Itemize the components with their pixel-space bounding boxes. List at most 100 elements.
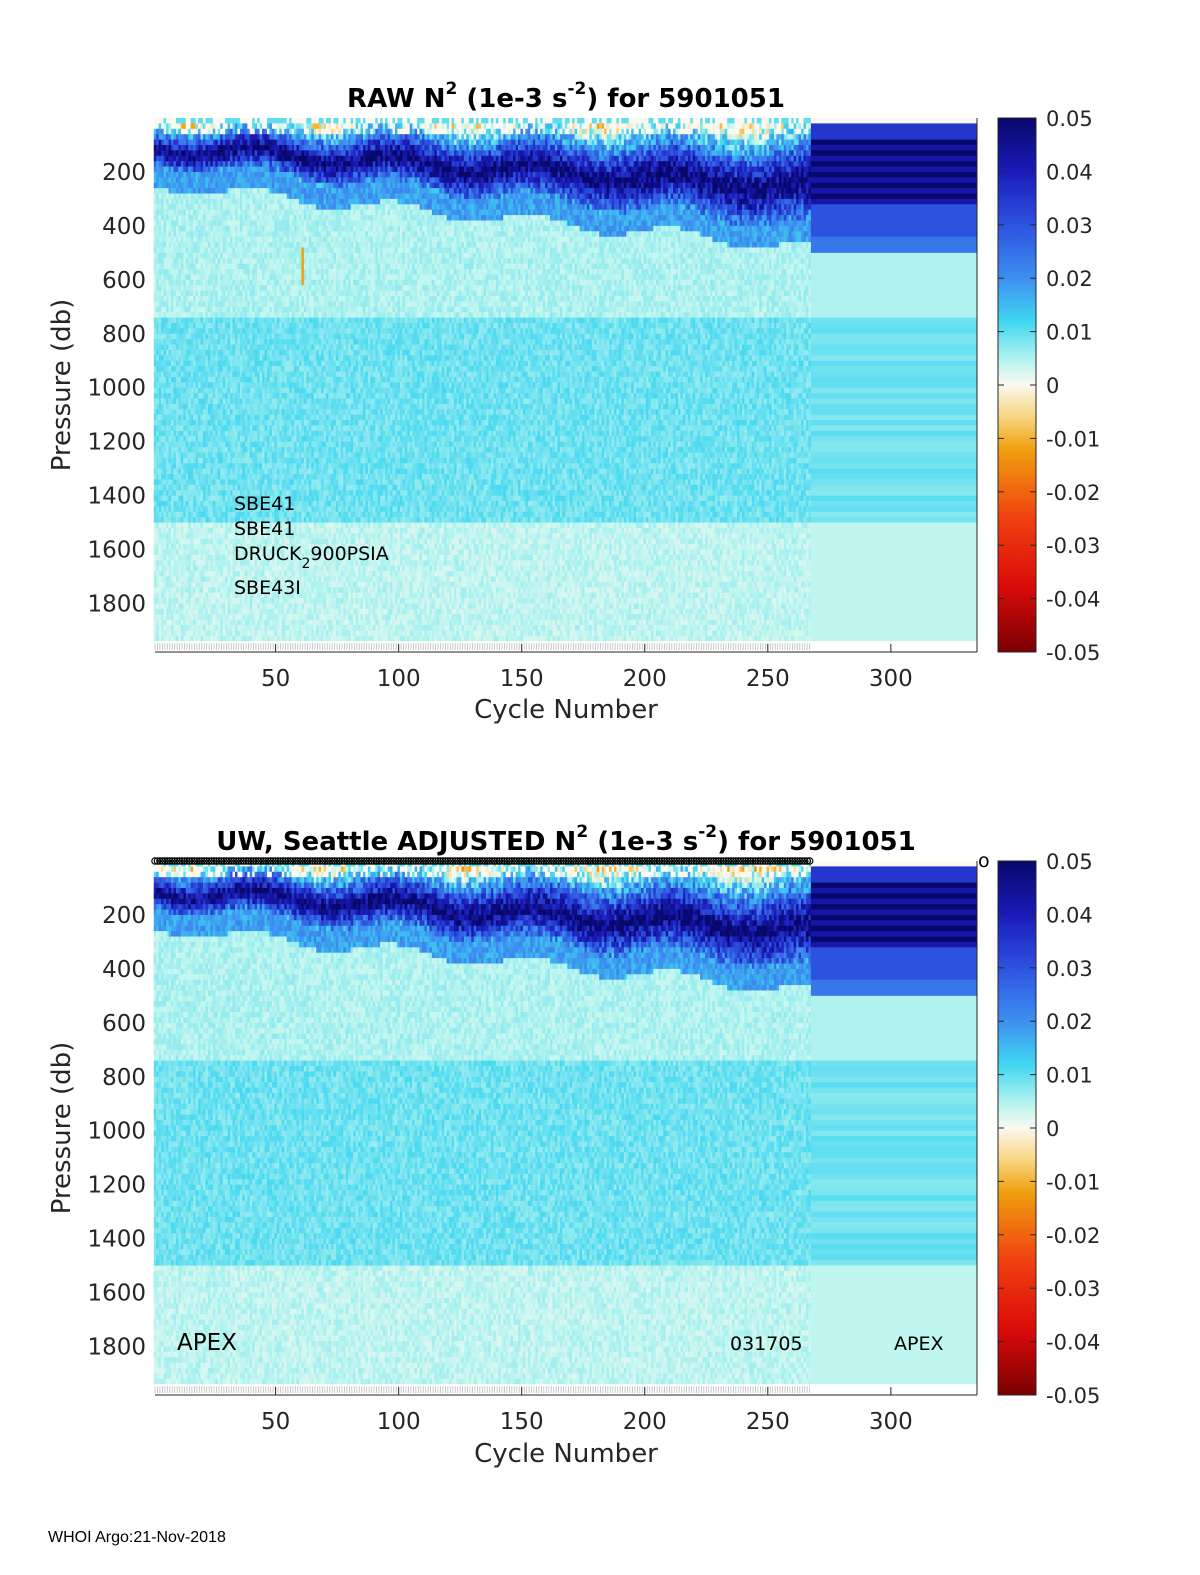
heatmap-cell [254,128,258,135]
heatmap-cell [202,279,206,286]
heatmap-cell [175,495,179,502]
heatmap-cell [188,225,192,232]
heatmap-cell [212,279,216,286]
heatmap-cell [178,161,182,167]
heatmap-cell [161,474,165,480]
heatmap-cell [254,387,258,394]
heatmap-cell [274,252,278,259]
heatmap-cell [259,177,263,184]
heatmap-cell [262,533,265,540]
heatmap-cell [175,538,179,545]
heatmap-cell [210,328,214,335]
heatmap-cell [198,285,201,291]
heatmap-cell [239,635,243,642]
heatmap-cell [200,349,204,356]
heatmap-cell [266,258,270,265]
heatmap-cell [207,269,211,275]
heatmap-cell [180,495,184,502]
heatmap-cell [175,296,179,302]
heatmap-cell [271,274,275,281]
heatmap-cell [232,344,236,351]
heatmap-cell [190,225,194,232]
heatmap-cell [163,376,167,383]
heatmap-cell [178,155,182,162]
heatmap-cell [274,420,278,426]
heatmap-cell [222,393,226,399]
heatmap-cell [247,177,251,184]
heatmap-cell [198,225,201,232]
heatmap-cell [188,220,192,227]
heatmap-cell [252,479,256,486]
heatmap-cell [193,296,197,302]
heatmap-cell [217,403,221,410]
heatmap-cell [175,614,179,621]
heatmap-cell [195,581,199,588]
heatmap-cell [153,592,157,599]
heatmap-cell [212,128,216,135]
heatmap-cell [183,592,187,599]
heatmap-cell [222,511,226,518]
heatmap-cell [271,161,275,167]
heatmap-cell [259,393,263,399]
heatmap-cell [185,225,189,232]
heatmap-cell [230,592,233,599]
heatmap-cell [254,322,258,329]
heatmap-cell [153,457,157,464]
heatmap-cell [202,225,206,232]
heatmap-cell [249,522,253,529]
heatmap-cell [153,490,157,496]
heatmap-cell [271,393,275,399]
heatmap-cell [173,511,177,518]
heatmap-cell [244,134,248,140]
heatmap-cell [193,252,197,259]
heatmap-cell [163,123,167,130]
heatmap-cell [200,598,204,604]
heatmap-cell [198,430,201,437]
heatmap-cell [217,500,221,507]
heatmap-cell [156,635,160,642]
heatmap-cell [217,565,221,572]
heatmap-cell [202,414,206,421]
heatmap-cell [276,452,280,459]
heatmap-cell [163,393,167,399]
heatmap-cell [193,630,197,637]
heatmap-cell [237,544,241,550]
heatmap-cell [230,204,233,211]
heatmap-cell [276,614,280,621]
heatmap-cell [242,554,246,561]
heatmap-cell [168,447,172,453]
heatmap-cell [262,242,265,248]
heatmap-cell [168,188,172,194]
heatmap-cell [168,522,172,529]
heatmap-cell [242,430,246,437]
heatmap-cell [171,533,174,540]
heatmap-cell [217,441,221,448]
heatmap-cell [175,220,179,227]
heatmap-cell [175,619,179,626]
heatmap-cell [200,182,204,189]
heatmap-cell [230,625,233,631]
heatmap-cell [257,490,260,496]
heatmap-cell [168,382,172,389]
heatmap-cell [259,635,263,642]
heatmap-cell [242,511,246,518]
heatmap-cell [156,263,160,270]
heatmap-cell [190,560,194,567]
heatmap-cell [171,371,174,378]
heatmap-cell [158,269,162,275]
heatmap-cell [232,333,236,340]
heatmap-cell [193,506,197,513]
heatmap-cell [232,225,236,232]
heatmap-cell [217,150,221,157]
heatmap-cell [180,285,184,291]
heatmap-cell [195,544,199,550]
heatmap-cell [225,420,228,426]
heatmap-cell [259,355,263,362]
heatmap-cell [171,198,174,205]
heatmap-cell [185,495,189,502]
heatmap-cell [242,527,246,534]
heatmap-cell [178,511,182,518]
heatmap-cell [227,447,231,453]
heatmap-cell [190,220,194,227]
heatmap-cell [171,625,174,631]
